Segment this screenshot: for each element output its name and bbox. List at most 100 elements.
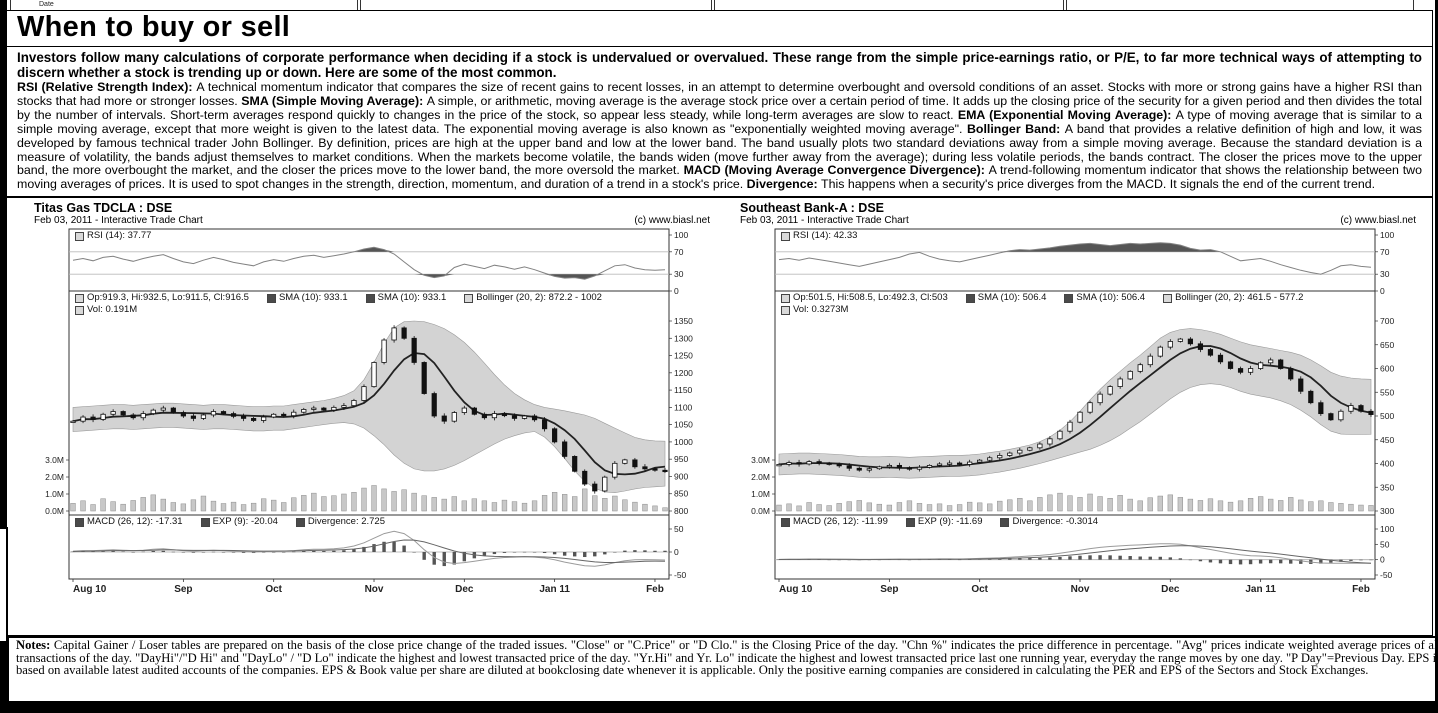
rsi-panel: 100 70 30 0 [775, 230, 1394, 296]
legend-swatch-icon [1064, 293, 1074, 303]
svg-text:0: 0 [1380, 555, 1385, 565]
intro-paragraph: Investors follow many calculations of co… [17, 50, 1422, 80]
legend-item: RSI (14): 37.77 [75, 231, 151, 241]
title-band: When to buy or sell [7, 11, 1432, 47]
svg-text:Oct: Oct [265, 584, 282, 595]
legend-swatch-icon [295, 517, 305, 527]
chart-subheader: Feb 03, 2011 - Interactive Trade Chart (… [739, 215, 1419, 227]
chart-copyright: (c) www.biasl.net [634, 215, 710, 227]
rsi-line [72, 247, 666, 280]
svg-text:1300: 1300 [674, 334, 693, 344]
svg-text:Aug 10: Aug 10 [779, 584, 813, 595]
definition-term: SMA (Simple Moving Average): [241, 93, 427, 108]
legend-label: MACD (26, 12): -17.31 [87, 516, 183, 528]
svg-text:50: 50 [1380, 540, 1390, 550]
svg-text:300: 300 [1380, 506, 1394, 516]
svg-text:2.0M: 2.0M [751, 472, 770, 482]
candles [776, 337, 1374, 473]
svg-text:0.0M: 0.0M [751, 506, 770, 516]
legend-item: EXP (9): -11.69 [905, 517, 982, 527]
legend-label: Op:501.5, Hi:508.5, Lo:492.3, Cl:503 [793, 292, 948, 304]
legend-label: SMA (10): 506.4 [1076, 292, 1146, 304]
legend-swatch-icon [464, 293, 474, 303]
legend-label: SMA (10): 506.4 [977, 292, 1047, 304]
chart-titas-gas: Titas Gas TDCLA : DSE Feb 03, 2011 - Int… [33, 201, 713, 599]
svg-text:Dec: Dec [1161, 584, 1180, 595]
svg-text:-50: -50 [1380, 570, 1393, 580]
legend-label: RSI (14): 42.33 [793, 230, 858, 242]
definition-term: MACD (Moving Average Convergence Diverge… [683, 163, 989, 178]
svg-text:30: 30 [1380, 269, 1390, 279]
definition-text: This happens when a security's price div… [821, 177, 1376, 192]
x-axis: Aug 10 Sep Oct Nov Dec Jan 11 Feb [778, 579, 1370, 595]
legend-item: Divergence: 2.725 [295, 517, 385, 527]
legend-item: RSI (14): 42.33 [781, 231, 857, 241]
definitions-paragraph: RSI (Relative Strength Index): A technic… [17, 80, 1423, 192]
definition-text: A type of moving average that is similar… [17, 107, 1423, 136]
svg-text:850: 850 [674, 489, 688, 499]
x-axis: Aug 10 Sep Oct Nov Dec Jan 11 Feb [72, 579, 664, 595]
volume-bars: 3.0M 2.0M 1.0M 0.0M [45, 455, 668, 516]
svg-text:50: 50 [674, 524, 684, 534]
legend-item: Divergence: -0.3014 [1000, 517, 1098, 527]
legend-label: EXP (9): -20.04 [212, 516, 278, 528]
legend-swatch-icon [75, 231, 84, 241]
legend-item: Vol: 0.3273M [781, 305, 848, 315]
svg-text:Aug 10: Aug 10 [73, 584, 107, 595]
svg-text:Dec: Dec [455, 584, 474, 595]
svg-text:0: 0 [1380, 286, 1385, 296]
page-right-edge [1435, 0, 1438, 713]
legend-item: MACD (26, 12): -17.31 [75, 517, 183, 527]
price-chart-canvas: 100703007006506005505004504003503003.0M2… [751, 228, 1394, 595]
legend-item: Bollinger (20, 2): 872.2 - 1002 [464, 293, 602, 303]
svg-text:Jan 11: Jan 11 [1245, 584, 1276, 595]
svg-text:Sep: Sep [174, 584, 192, 595]
rsi-panel: 100 70 30 0 [69, 230, 688, 296]
svg-text:1050: 1050 [674, 420, 693, 430]
definition-text: A simple, or arithmetic, moving average … [17, 93, 1422, 122]
legend-label: Divergence: -0.3014 [1012, 516, 1099, 528]
svg-text:100: 100 [1380, 524, 1394, 534]
svg-text:650: 650 [1380, 340, 1394, 350]
legend-label: SMA (10): 933.1 [377, 292, 447, 304]
chart-subheader: Feb 03, 2011 - Interactive Trade Chart (… [33, 215, 713, 227]
svg-text:1150: 1150 [674, 385, 693, 395]
legend-swatch-icon [781, 293, 790, 303]
legend-label: Op:919.3, Hi:932.5, Lo:911.5, Cl:916.5 [87, 292, 249, 304]
definition-term: Divergence: [746, 177, 822, 192]
legend-swatch-icon [200, 517, 210, 527]
svg-text:70: 70 [674, 247, 684, 257]
svg-text:Sep: Sep [880, 584, 898, 595]
svg-text:500: 500 [1380, 411, 1394, 421]
definition-text: A technical momentum indicator that comp… [17, 80, 1422, 108]
legend-item: Vol: 0.191M [75, 305, 137, 315]
notes-body: Capital Gainer / Loser tables are prepar… [16, 638, 1438, 678]
svg-text:Feb: Feb [646, 584, 664, 595]
svg-text:-50: -50 [674, 570, 687, 580]
price-chart-canvas: 100 70 30 0 1350 1300 1250 1200 1150 1100 1050 1000… [45, 228, 693, 595]
definition-term: EMA (Exponential Moving Average): [957, 107, 1176, 122]
legend-item: EXP (9): -20.04 [200, 516, 278, 528]
legend-item: SMA (10): 933.1 [266, 293, 348, 303]
legend-swatch-icon [1000, 517, 1010, 527]
svg-text:0: 0 [674, 286, 679, 296]
chart-title: Titas Gas TDCLA : DSE [34, 201, 173, 216]
svg-text:100: 100 [674, 230, 688, 240]
svg-text:450: 450 [1380, 435, 1394, 445]
legend-swatch-icon [75, 305, 84, 315]
chart-plot-area: 100 70 30 0 1350 1300 1250 1200 1150 1100 1050 1000… [33, 227, 713, 599]
macd-legend: MACD (26, 12): -11.99 EXP (9): -11.69 Dive… [781, 517, 1098, 527]
svg-text:2.0M: 2.0M [45, 472, 64, 482]
legend-label: Bollinger (20, 2): 461.5 - 577.2 [1175, 292, 1304, 304]
chart-date-caption: Feb 03, 2011 - Interactive Trade Chart [740, 215, 909, 227]
chart-date-caption: Feb 03, 2011 - Interactive Trade Chart [34, 215, 203, 227]
svg-text:400: 400 [1380, 459, 1394, 469]
legend-swatch-icon [365, 293, 375, 303]
legend-swatch-icon [781, 517, 790, 527]
definition-term: RSI (Relative Strength Index): [17, 80, 197, 94]
legend-swatch-icon [781, 231, 790, 241]
macd-legend: MACD (26, 12): -17.31 EXP (9): -20.04 Dive… [75, 517, 385, 527]
definition-text: A trend-following momentum indicator tha… [17, 163, 1422, 192]
notes-label: Notes: [16, 638, 51, 652]
legend-label: MACD (26, 12): -11.99 [793, 516, 888, 528]
